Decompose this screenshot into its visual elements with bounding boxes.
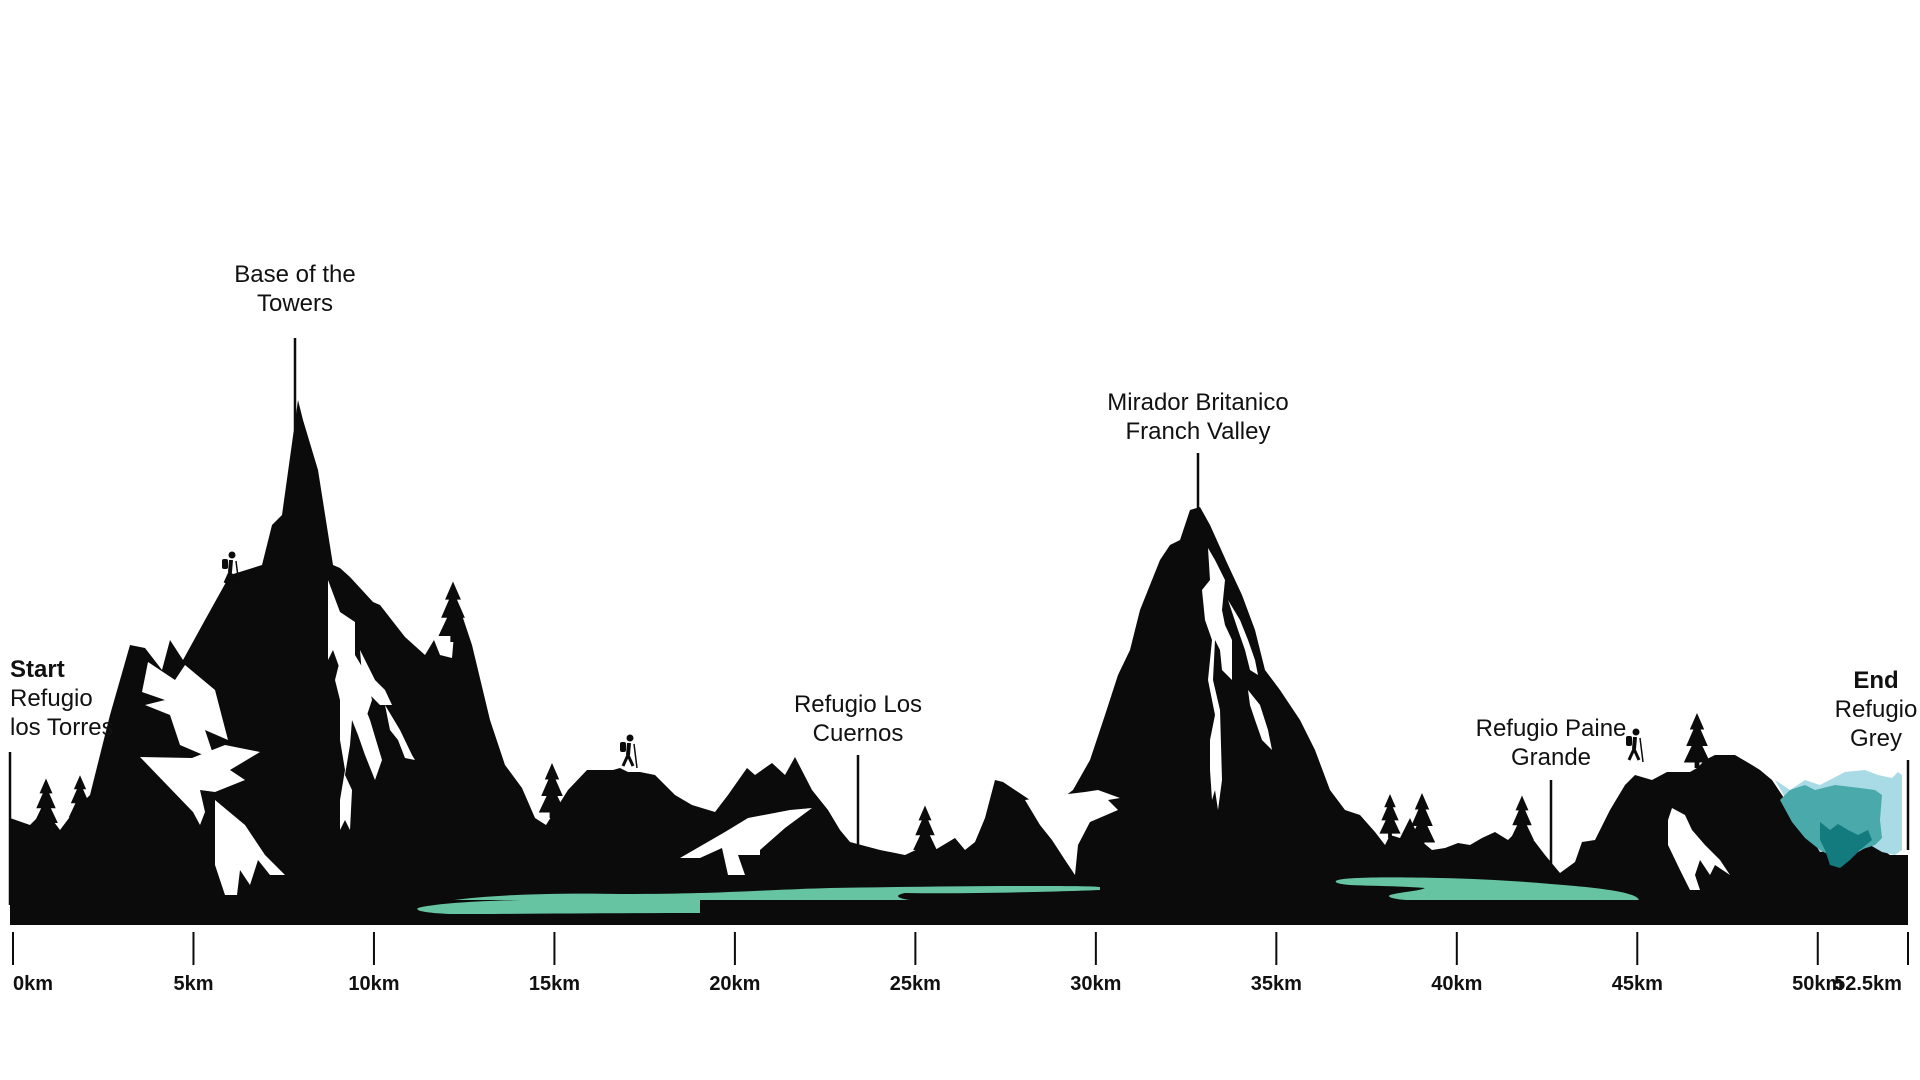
ground-bar: [10, 900, 1908, 925]
label-paine-grande: Refugio Paine Grande: [1451, 714, 1651, 772]
hiker-icon: [620, 734, 638, 769]
label-paine-grande-line1: Refugio Paine: [1475, 715, 1627, 742]
label-end-tag: End: [1853, 667, 1899, 694]
label-mirador-line1: Mirador Britanico: [1107, 389, 1289, 416]
label-paine-grande-line2: Grande: [1510, 744, 1592, 771]
axis-tick-label: 45km: [1611, 973, 1663, 995]
glacier-dark: [1820, 822, 1872, 868]
axis-tick-label: 50km: [1792, 973, 1844, 995]
pine-tree-icon: [1683, 713, 1711, 768]
hiker-icon: [222, 551, 240, 586]
pine-tree-icon: [68, 775, 92, 822]
label-los-cuernos-line2: Cuernos: [812, 720, 904, 747]
glacier: [1775, 770, 1902, 868]
pine-tree-icon: [1379, 794, 1401, 838]
axis-tick-label: 5km: [173, 973, 214, 995]
label-base-towers-line1: Base of the: [234, 261, 356, 288]
axis-tick-label: 0km: [12, 973, 54, 995]
mountain-silhouette: [10, 400, 1908, 925]
axis-tick-label: 25km: [889, 973, 941, 995]
label-start-line2: los Torres: [10, 714, 114, 741]
pine-tree-icon: [1510, 795, 1534, 845]
label-mirador: Mirador Britanico Franch Valley: [1078, 388, 1318, 446]
hikers: [222, 551, 1644, 769]
pine-tree-icon: [34, 778, 58, 828]
axis-tick-label: 10km: [348, 973, 400, 995]
axis-tick-label: 52.5km: [1834, 973, 1902, 995]
pine-tree-icon: [1408, 793, 1436, 848]
pine-trees: [34, 581, 1711, 855]
snow-patches: [140, 548, 1730, 895]
axis-tick-marks: [12, 932, 1909, 965]
label-start-tag: Start: [10, 656, 65, 683]
label-base-towers-line2: Towers: [256, 290, 334, 317]
label-end: End Refugio Grey: [1826, 666, 1920, 753]
label-start-line1: Refugio: [10, 685, 93, 712]
label-start: Start Refugio los Torres: [10, 655, 114, 742]
label-mirador-line2: Franch Valley: [1125, 418, 1271, 445]
axis-tick-label: 30km: [1070, 973, 1122, 995]
axis-tick-label: 15km: [528, 973, 580, 995]
pine-tree-icon: [538, 763, 566, 818]
pine-tree-icon: [438, 581, 468, 642]
axis-tick-label: 20km: [709, 973, 761, 995]
label-end-line2: Grey: [1849, 725, 1902, 752]
axis-tick-label: 35km: [1250, 973, 1302, 995]
hiker-icon: [1626, 728, 1644, 763]
label-base-towers: Base of the Towers: [195, 260, 395, 318]
axis-tick-label: 40km: [1431, 973, 1483, 995]
label-end-line1: Refugio: [1834, 696, 1918, 723]
label-los-cuernos: Refugio Los Cuernos: [758, 690, 958, 748]
label-los-cuernos-line1: Refugio Los: [793, 691, 923, 718]
marker-lines: [8, 338, 1910, 905]
pine-tree-icon: [913, 805, 937, 855]
